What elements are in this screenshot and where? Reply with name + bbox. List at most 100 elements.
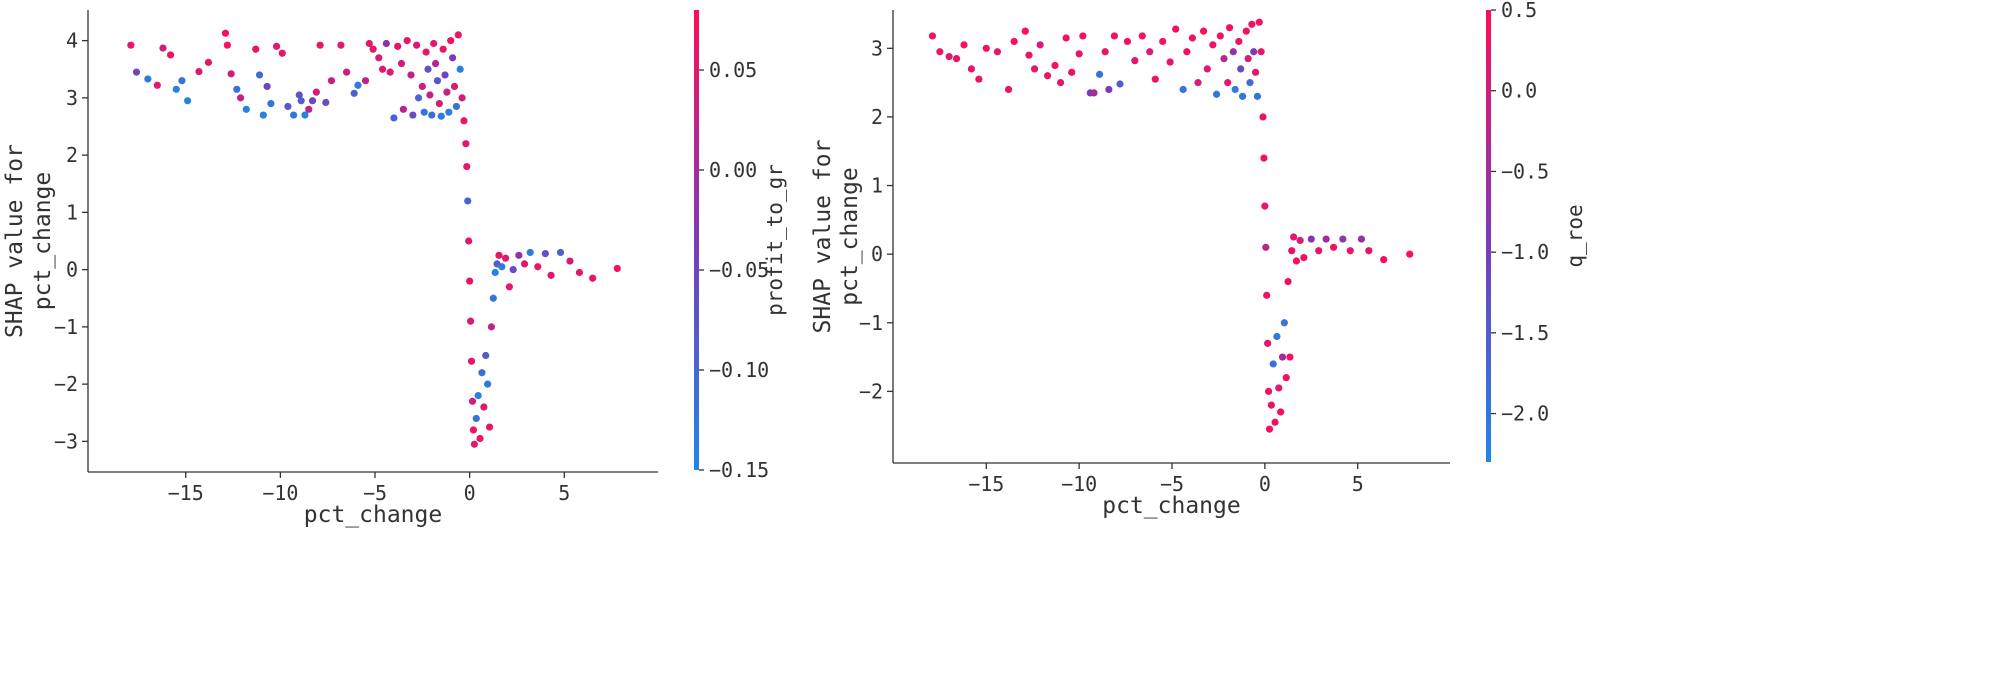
data-point (1269, 360, 1277, 368)
data-point (1251, 68, 1260, 76)
data-point (469, 426, 478, 434)
data-point (365, 39, 373, 48)
data-point (237, 94, 245, 102)
data-point (982, 44, 990, 52)
data-point (390, 114, 398, 122)
data-point (409, 111, 417, 119)
data-point (1216, 32, 1224, 40)
data-point (399, 105, 407, 113)
data-point (422, 48, 430, 56)
data-point (466, 277, 474, 285)
data-point (1365, 247, 1373, 255)
data-point (470, 440, 478, 448)
y-tick-label: 0 (66, 258, 78, 282)
colorbar-label: profit_to_gr (763, 164, 787, 316)
colorbar-tick-label: −1.0 (1501, 240, 1549, 264)
data-point (1110, 32, 1119, 40)
data-point (172, 85, 180, 93)
colorbar-label: q_roe (1563, 204, 1587, 267)
data-point (449, 54, 457, 62)
colorbar-tick-label: 0.5 (1501, 0, 1537, 22)
data-point (316, 41, 324, 49)
data-point (1259, 113, 1267, 121)
data-point (952, 55, 961, 63)
colorbar (694, 10, 699, 470)
data-point (967, 65, 976, 73)
data-point (1209, 41, 1217, 49)
data-point (489, 294, 497, 302)
data-point (223, 41, 231, 49)
y-tick-label: 1 (66, 200, 78, 224)
data-point (428, 111, 436, 119)
data-point (1273, 332, 1281, 341)
data-point (1131, 57, 1139, 65)
data-point (1242, 27, 1250, 35)
data-point (1004, 85, 1013, 94)
y-tick-label: −1 (859, 311, 883, 335)
data-point (520, 260, 529, 268)
data-point (445, 108, 453, 116)
data-point (458, 94, 466, 102)
colorbar-tick-label: −0.5 (1501, 159, 1549, 183)
data-point (1095, 70, 1104, 78)
data-point (480, 403, 488, 411)
data-point (439, 45, 447, 53)
data-point (1253, 92, 1262, 100)
data-point (1322, 235, 1330, 243)
data-point (435, 100, 443, 108)
data-point (1188, 34, 1197, 42)
data-point (1183, 48, 1191, 56)
data-point (1090, 89, 1098, 97)
data-point (337, 41, 345, 49)
data-point (1271, 418, 1279, 426)
y-axis-label-line: pct_change (837, 167, 863, 305)
x-tick-label: −10 (1061, 472, 1097, 496)
data-point (394, 42, 402, 50)
y-tick-label: 3 (871, 36, 883, 60)
y-tick-label: 0 (871, 242, 883, 266)
data-point (322, 98, 330, 107)
data-point (1220, 55, 1228, 63)
data-point (1199, 27, 1208, 35)
data-point (472, 414, 480, 423)
data-point (1262, 243, 1270, 251)
data-point (474, 391, 482, 400)
data-point (361, 77, 370, 85)
colorbar-tick-label: 0.0 (1501, 79, 1537, 103)
data-point (509, 266, 517, 274)
data-point (484, 380, 492, 388)
data-point (1229, 48, 1237, 56)
data-point (589, 274, 597, 282)
data-point (1257, 48, 1265, 56)
x-tick-label: 0 (1259, 472, 1271, 496)
data-point (414, 94, 423, 102)
data-point (613, 264, 621, 273)
y-tick-label: 2 (66, 143, 78, 167)
data-point (312, 88, 320, 96)
data-point (515, 251, 523, 259)
y-tick-label: −2 (859, 379, 883, 403)
data-point (1079, 32, 1087, 40)
data-point (1025, 51, 1033, 59)
y-tick-label: −2 (54, 372, 78, 396)
data-point (485, 423, 494, 431)
data-point (1151, 75, 1159, 83)
data-point (505, 283, 513, 291)
data-point (452, 102, 460, 111)
x-tick-label: −15 (168, 481, 204, 505)
data-point (1288, 247, 1296, 255)
data-point (1261, 202, 1269, 210)
data-point (1010, 37, 1018, 46)
data-point (975, 75, 983, 83)
data-point (476, 434, 484, 443)
data-point (272, 42, 281, 50)
data-point (928, 32, 937, 40)
data-point (1263, 291, 1271, 299)
data-point (1056, 79, 1065, 87)
data-point (1307, 235, 1315, 243)
colorbar-tick-label: −1.5 (1501, 321, 1549, 345)
data-point (960, 41, 968, 49)
data-point (221, 29, 230, 37)
data-point (1275, 384, 1283, 392)
